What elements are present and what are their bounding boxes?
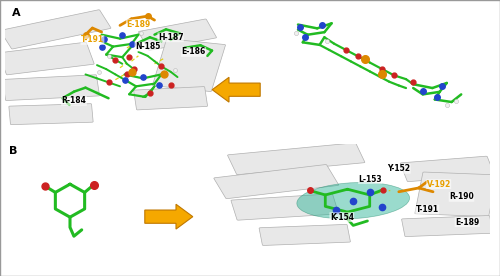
FancyArrow shape	[212, 77, 260, 102]
Text: H-187: H-187	[158, 33, 184, 42]
FancyBboxPatch shape	[214, 164, 338, 199]
FancyBboxPatch shape	[9, 104, 93, 125]
FancyBboxPatch shape	[231, 194, 338, 220]
Text: L-153: L-153	[358, 174, 382, 184]
FancyBboxPatch shape	[402, 216, 493, 237]
Text: E-189: E-189	[455, 218, 479, 227]
Text: T-191: T-191	[416, 205, 439, 214]
Text: T-191: T-191	[81, 35, 104, 44]
FancyArrow shape	[145, 204, 193, 229]
FancyBboxPatch shape	[400, 156, 494, 182]
Text: N-185: N-185	[135, 42, 160, 51]
FancyBboxPatch shape	[138, 19, 216, 50]
Ellipse shape	[297, 182, 410, 219]
Text: A: A	[12, 8, 20, 18]
FancyBboxPatch shape	[0, 42, 94, 75]
Text: E-186: E-186	[182, 47, 206, 56]
Text: E-189: E-189	[126, 20, 150, 29]
FancyBboxPatch shape	[259, 224, 350, 245]
Text: V-192: V-192	[426, 180, 451, 189]
FancyBboxPatch shape	[134, 87, 208, 110]
Text: Y-152: Y-152	[388, 164, 410, 173]
Text: B: B	[9, 146, 18, 156]
Text: R-190: R-190	[449, 192, 474, 201]
FancyBboxPatch shape	[2, 75, 100, 100]
FancyBboxPatch shape	[415, 172, 496, 217]
Text: K-154: K-154	[330, 213, 354, 222]
Text: R-184: R-184	[62, 96, 86, 105]
FancyBboxPatch shape	[0, 10, 111, 49]
FancyBboxPatch shape	[228, 143, 365, 175]
FancyBboxPatch shape	[152, 39, 226, 92]
